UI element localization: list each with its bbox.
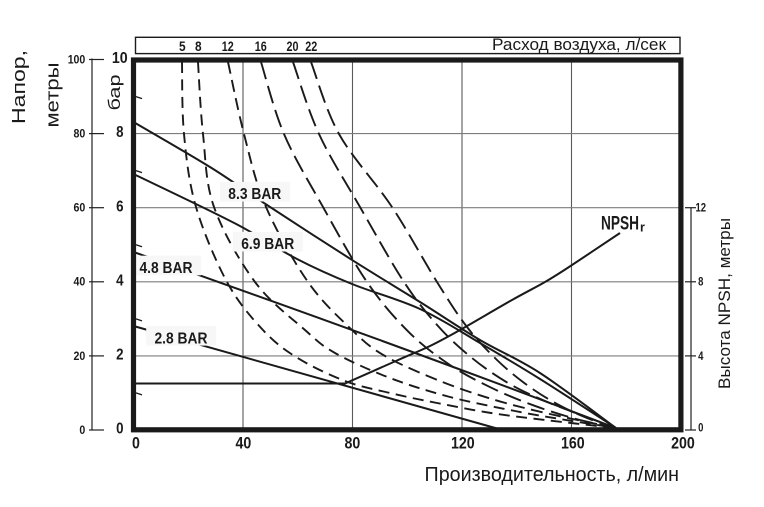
svg-text:20: 20	[287, 38, 299, 54]
svg-text:60: 60	[74, 201, 86, 215]
svg-text:40: 40	[74, 275, 86, 289]
svg-text:10: 10	[112, 50, 128, 67]
svg-text:200: 200	[671, 434, 695, 453]
svg-text:0: 0	[132, 434, 140, 453]
svg-text:16: 16	[255, 38, 267, 54]
svg-text:Расход воздуха, л/сек: Расход воздуха, л/сек	[492, 35, 667, 54]
svg-text:метры: метры	[43, 63, 63, 128]
svg-text:160: 160	[561, 434, 585, 453]
svg-text:r: r	[640, 220, 645, 234]
svg-text:80: 80	[345, 434, 361, 453]
svg-text:0: 0	[79, 423, 85, 437]
svg-text:6.9 BAR: 6.9 BAR	[241, 236, 294, 253]
svg-text:6: 6	[116, 198, 124, 215]
svg-text:12: 12	[222, 38, 234, 54]
svg-text:0: 0	[116, 421, 123, 438]
svg-text:NPSH: NPSH	[601, 213, 639, 234]
svg-text:8: 8	[116, 124, 124, 141]
svg-text:8: 8	[698, 275, 704, 289]
svg-text:20: 20	[74, 349, 86, 363]
svg-text:4.8 BAR: 4.8 BAR	[140, 260, 193, 277]
svg-text:Производительность, л/мин: Производительность, л/мин	[425, 464, 680, 486]
svg-text:0: 0	[698, 421, 704, 435]
svg-text:5: 5	[179, 38, 186, 54]
svg-text:8.3 BAR: 8.3 BAR	[228, 186, 281, 203]
svg-text:бар: бар	[105, 75, 124, 111]
svg-text:Напор,: Напор,	[9, 50, 29, 124]
svg-text:100: 100	[68, 52, 86, 66]
svg-text:Высота NPSH, метры: Высота NPSH, метры	[715, 218, 734, 389]
svg-text:4: 4	[116, 272, 124, 289]
svg-text:4: 4	[698, 349, 704, 363]
svg-text:12: 12	[696, 201, 707, 215]
svg-text:2: 2	[116, 347, 123, 364]
svg-text:22: 22	[305, 38, 317, 54]
svg-text:40: 40	[236, 434, 252, 453]
svg-text:120: 120	[451, 434, 475, 453]
svg-text:2.8 BAR: 2.8 BAR	[155, 330, 208, 347]
svg-text:8: 8	[195, 38, 202, 54]
svg-text:80: 80	[74, 127, 86, 141]
